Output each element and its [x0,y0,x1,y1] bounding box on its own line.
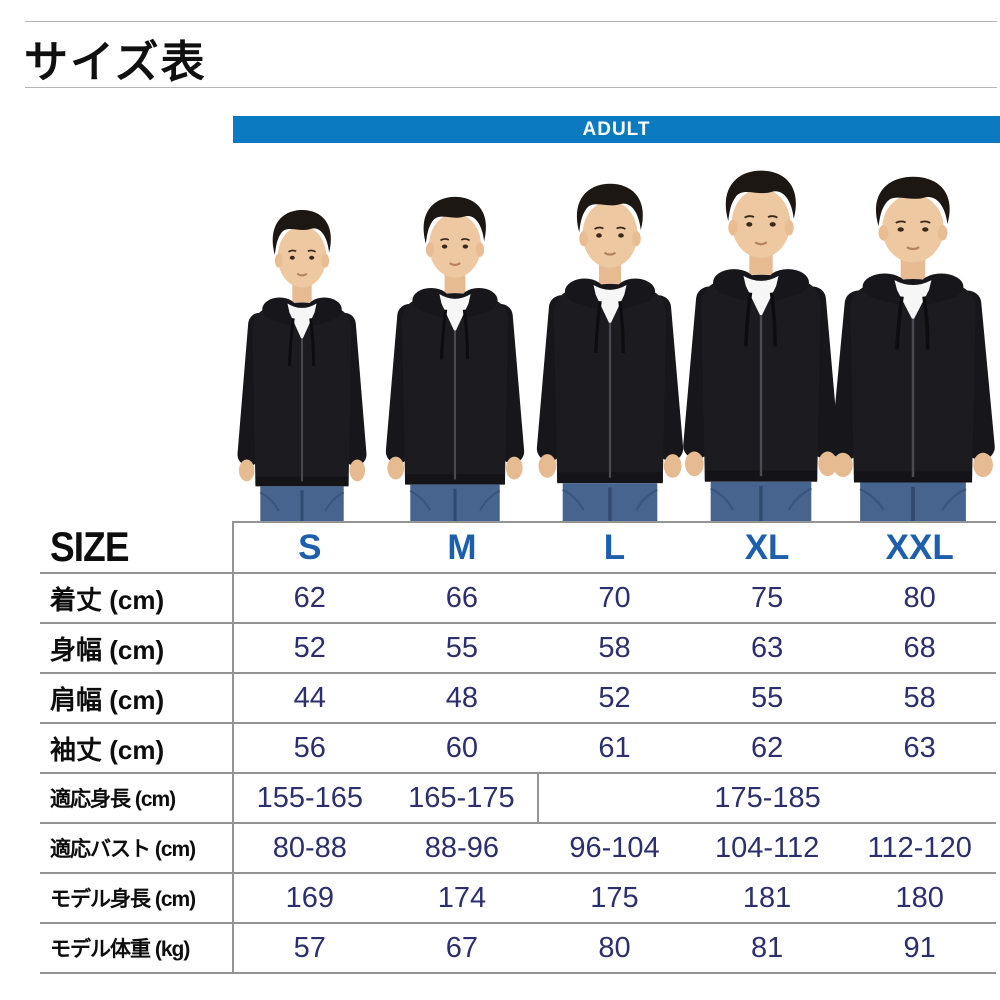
table-row: モデル身長 (cm) 169 174 175 181 180 [40,872,996,923]
cell-value: 81 [690,922,844,974]
models-illustration [232,143,1000,521]
cell-value: 48 [385,672,539,723]
row-label: 身幅 (cm) [40,622,234,673]
cell-value: 60 [385,722,539,773]
cell-value: 70 [538,572,691,623]
cell-value: 52 [233,622,386,673]
cell-value: 55 [385,622,539,673]
row-label: 肩幅 (cm) [40,672,234,723]
model-xxl [833,177,993,521]
size-chart-body: 着丈 (cm) 62 66 70 75 80 身幅 (cm) 52 55 58 63 68 肩幅 (cm… [40,572,996,974]
cell-value: 180 [843,872,996,923]
cell-value: 104-112 [690,822,844,873]
title-divider [25,87,997,88]
cell-value: 96-104 [538,822,691,873]
cell-value: 155-165 [233,772,386,823]
cell-value: 91 [843,922,996,974]
model-xl [685,171,837,521]
adult-banner-label: ADULT [582,119,651,140]
table-row: 適応バスト (cm) 80-88 88-96 96-104 104-112 112-120 [40,822,996,873]
model-m [387,197,522,521]
cell-value: 80 [843,572,996,623]
row-label: 適応身長 (cm) [40,772,234,823]
cell-value: 58 [538,622,691,673]
cell-value: 169 [233,872,386,923]
table-row: 肩幅 (cm) 44 48 52 55 58 [40,672,996,723]
column-header-l: L [538,521,691,573]
adult-banner: ADULT [233,116,1000,144]
model-l [539,184,682,521]
cell-value: 61 [538,722,691,773]
cell-value: 67 [385,922,539,974]
cell-value: 174 [385,872,539,923]
cell-value: 62 [690,722,844,773]
column-header-xxl: XXL [843,521,996,573]
cell-value: 112-120 [843,822,996,873]
cell-value: 56 [233,722,386,773]
table-row: 身幅 (cm) 52 55 58 63 68 [40,622,996,673]
cell-value: 44 [233,672,386,723]
cell-value: 63 [843,722,996,773]
cell-value: 55 [690,672,844,723]
table-row: モデル体重 (kg) 57 67 80 81 91 [40,922,996,974]
cell-value: 80-88 [233,822,386,873]
row-label: 適応バスト (cm) [40,822,234,873]
column-header-xl: XL [690,521,844,573]
size-chart-table: SIZE S M L XL XXL 着丈 (cm) 62 66 70 75 80 身幅 (cm) 52… [40,521,996,974]
table-row: 袖丈 (cm) 56 60 61 62 63 [40,722,996,773]
row-label: 着丈 (cm) [40,572,234,623]
table-row: 着丈 (cm) 62 66 70 75 80 [40,572,996,623]
cell-value: 58 [843,672,996,723]
table-row: 適応身長 (cm) 155-165 165-175 175-185 [40,772,996,823]
row-label: 袖丈 (cm) [40,722,234,773]
column-header-m: M [385,521,539,573]
cell-value: 57 [233,922,386,974]
models-photo [232,143,1000,521]
size-chart-header-row: SIZE S M L XL XXL [40,521,996,573]
cell-value: 68 [843,622,996,673]
cell-value: 175 [538,872,691,923]
cell-value: 88-96 [385,822,539,873]
cell-value: 80 [538,922,691,974]
cell-value: 62 [233,572,386,623]
row-label: モデル体重 (kg) [40,922,234,974]
column-header-s: S [233,521,386,573]
cell-value: 165-175 [385,772,539,823]
cell-value: 52 [538,672,691,723]
cell-value: 181 [690,872,844,923]
cell-value: 66 [385,572,539,623]
cell-value: 75 [690,572,844,623]
top-divider [25,21,997,22]
size-header-label: SIZE [40,522,234,573]
cell-value: 175-185 [537,772,996,823]
cell-value: 63 [690,622,844,673]
page-title: サイズ表 [24,38,207,87]
model-s [239,210,365,521]
row-label: モデル身長 (cm) [40,872,234,923]
